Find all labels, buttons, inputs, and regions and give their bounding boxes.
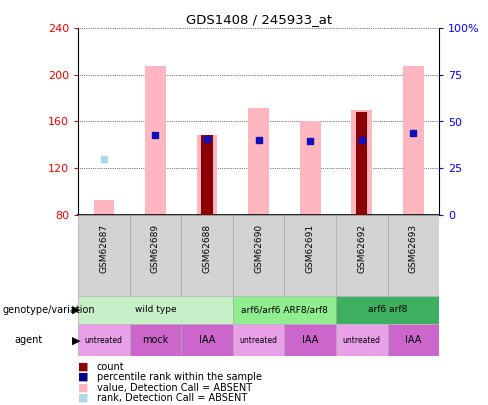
Text: ■: ■: [78, 393, 89, 403]
Text: IAA: IAA: [302, 335, 318, 345]
Bar: [351, 110, 372, 215]
Bar: [300, 122, 321, 215]
Bar: [78, 215, 130, 296]
Text: wild type: wild type: [135, 305, 176, 314]
Text: GSM62691: GSM62691: [305, 224, 315, 273]
Text: ■: ■: [78, 362, 89, 371]
Text: GSM62687: GSM62687: [100, 224, 108, 273]
Text: GSM62689: GSM62689: [151, 224, 160, 273]
Bar: [387, 215, 439, 296]
Text: IAA: IAA: [199, 335, 215, 345]
Text: ■: ■: [78, 372, 89, 382]
Text: untreated: untreated: [85, 336, 123, 345]
Text: genotype/variation: genotype/variation: [2, 305, 95, 315]
Text: ■: ■: [78, 383, 89, 392]
Bar: [78, 324, 130, 356]
Bar: [78, 296, 233, 324]
Text: rank, Detection Call = ABSENT: rank, Detection Call = ABSENT: [97, 393, 247, 403]
Bar: [145, 66, 166, 215]
Text: arf6/arf6 ARF8/arf8: arf6/arf6 ARF8/arf8: [241, 305, 328, 314]
Bar: [181, 215, 233, 296]
Bar: [336, 215, 387, 296]
Bar: [356, 112, 367, 215]
Bar: [233, 215, 285, 296]
Text: ▶: ▶: [72, 305, 81, 315]
Bar: [336, 296, 439, 324]
Bar: [285, 215, 336, 296]
Text: GSM62688: GSM62688: [203, 224, 212, 273]
Bar: [130, 215, 181, 296]
Bar: [130, 324, 181, 356]
Text: arf6 arf8: arf6 arf8: [368, 305, 407, 314]
Text: mock: mock: [142, 335, 169, 345]
Text: untreated: untreated: [343, 336, 381, 345]
Text: IAA: IAA: [405, 335, 422, 345]
Text: agent: agent: [15, 335, 43, 345]
Text: GSM62693: GSM62693: [409, 224, 418, 273]
Title: GDS1408 / 245933_at: GDS1408 / 245933_at: [185, 13, 332, 26]
Bar: [248, 107, 269, 215]
Text: GSM62690: GSM62690: [254, 224, 263, 273]
Bar: [202, 135, 213, 215]
Text: percentile rank within the sample: percentile rank within the sample: [97, 372, 262, 382]
Bar: [181, 324, 233, 356]
Bar: [336, 324, 387, 356]
Bar: [403, 66, 424, 215]
Text: untreated: untreated: [240, 336, 278, 345]
Bar: [197, 135, 217, 215]
Text: count: count: [97, 362, 124, 371]
Text: value, Detection Call = ABSENT: value, Detection Call = ABSENT: [97, 383, 252, 392]
Bar: [387, 324, 439, 356]
Bar: [233, 324, 285, 356]
Bar: [94, 200, 114, 215]
Text: ▶: ▶: [72, 335, 81, 345]
Bar: [285, 324, 336, 356]
Bar: [233, 296, 336, 324]
Text: GSM62692: GSM62692: [357, 224, 366, 273]
